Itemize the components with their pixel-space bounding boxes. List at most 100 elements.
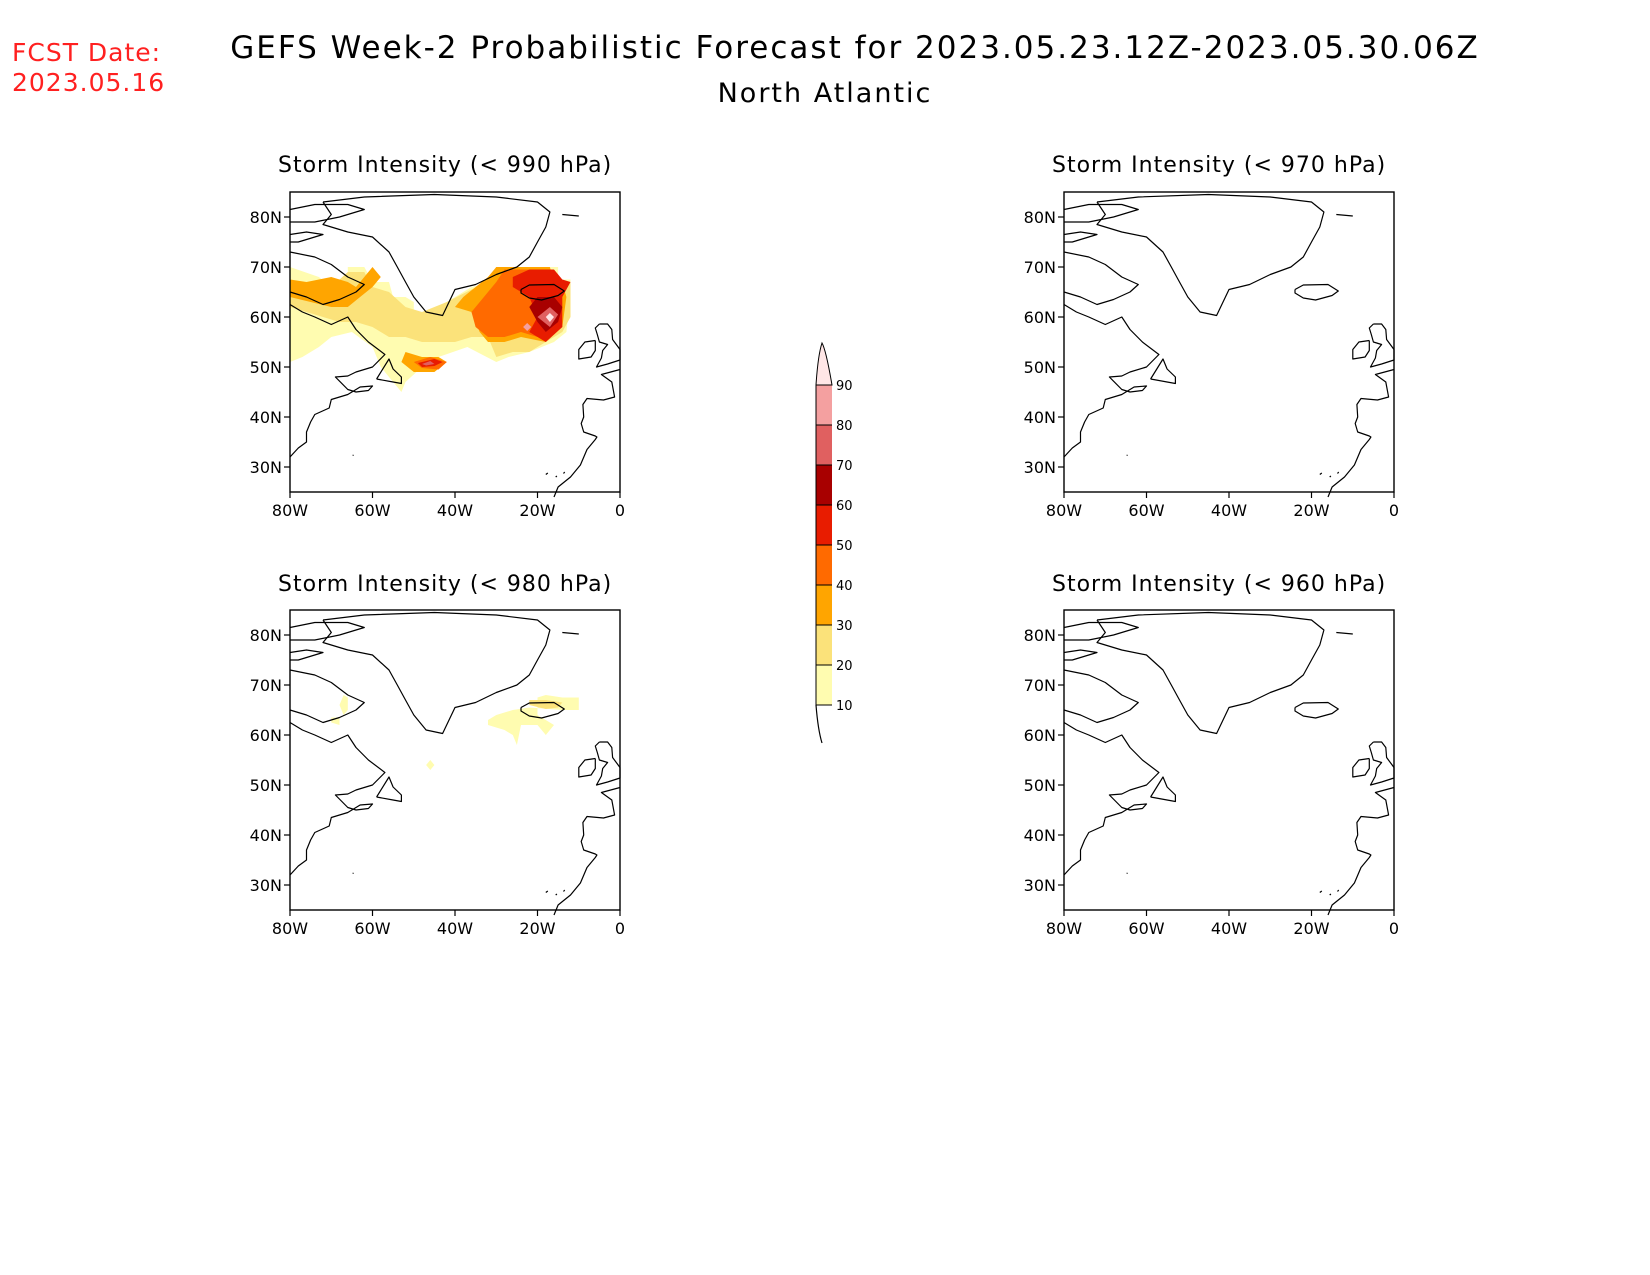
coastline: [289, 721, 386, 876]
lat-tick-label: 60N: [1024, 726, 1056, 745]
coastline: [1063, 303, 1160, 458]
lat-tick-label: 70N: [250, 676, 282, 695]
coastline: [545, 472, 549, 475]
coastline: [1368, 323, 1395, 368]
panel-980-frame: [289, 609, 621, 911]
lat-tick-label: 70N: [1024, 676, 1056, 695]
coastline: [1337, 471, 1340, 474]
colorbar-segment: [816, 425, 832, 465]
colorbar-label: 40: [836, 579, 853, 594]
coastline: [545, 890, 549, 893]
coastline: [289, 303, 386, 458]
panel-title-960: Storm Intensity (< 960 hPa): [1052, 572, 1387, 597]
lat-tick-label: 80N: [250, 626, 282, 645]
lon-tick-label: 80W: [272, 501, 308, 520]
map-panel-970: 80N 70N 60N 50N 40N 30N 80W 60W 40W 20W 0: [1024, 191, 1399, 520]
coastline: [594, 323, 621, 368]
lat-tick-label: 50N: [250, 358, 282, 377]
coastline: [1337, 889, 1340, 892]
panel-980-prob-area: [426, 760, 435, 770]
coastline: [1336, 213, 1353, 217]
coastline: [1329, 893, 1332, 896]
lat-tick-label: 40N: [250, 408, 282, 427]
colorbar-label: 60: [836, 499, 853, 514]
colorbar-segment: [816, 465, 832, 505]
coastline: [1294, 283, 1339, 301]
coastline: [1063, 649, 1098, 661]
coastline: [289, 669, 365, 724]
coastline: [1150, 358, 1176, 385]
lon-tick-label: 40W: [437, 919, 473, 938]
panel-980-shading: [331, 695, 579, 770]
panel-title-970: Storm Intensity (< 970 hPa): [1052, 153, 1387, 178]
colorbar-label: 20: [836, 659, 853, 674]
panel-990-prob-area: [545, 313, 554, 322]
lat-tick-label: 40N: [1024, 408, 1056, 427]
lon-tick-label: 80W: [1046, 919, 1082, 938]
coastline: [322, 611, 551, 735]
lon-tick-label: 20W: [1293, 501, 1329, 520]
lat-tick-label: 30N: [1024, 458, 1056, 477]
coastline: [376, 776, 402, 803]
coastline: [578, 757, 596, 778]
coastline: [1319, 472, 1323, 475]
lat-tick-label: 80N: [1024, 626, 1056, 645]
map-panel-960: 80N 70N 60N 50N 40N 30N 80W 60W 40W 20W 0: [1024, 609, 1399, 938]
coastline: [562, 631, 579, 635]
colorbar-segment: [816, 505, 832, 545]
coastline: [289, 203, 365, 223]
coastline: [1327, 368, 1395, 498]
page-title: GEFS Week-2 Probabilistic Forecast for 2…: [230, 30, 1480, 66]
coastline: [1368, 741, 1395, 786]
lon-tick-label: 40W: [1211, 919, 1247, 938]
coastline: [594, 741, 621, 786]
lat-tick-label: 50N: [250, 776, 282, 795]
colorbar-segment: [815, 341, 833, 386]
colorbar-segment: [816, 385, 832, 425]
panel-970-coastlines: [1063, 193, 1395, 498]
lon-tick-label: 40W: [1211, 501, 1247, 520]
colorbar-label: 10: [836, 699, 853, 714]
panel-980-coastlines: [289, 611, 621, 916]
coastline: [1096, 611, 1325, 735]
coastline: [553, 786, 621, 916]
lat-tick-label: 50N: [1024, 358, 1056, 377]
panel-title-980: Storm Intensity (< 980 hPa): [278, 572, 613, 597]
coastline: [553, 368, 621, 498]
panel-980-prob-area: [339, 695, 348, 715]
forecast-date-block: FCST Date: 2023.05.16: [12, 38, 165, 98]
coastline: [289, 231, 324, 243]
coastline: [1096, 193, 1325, 317]
lat-tick-label: 70N: [250, 258, 282, 277]
coastline: [562, 213, 579, 217]
colorbar-label: 70: [836, 459, 853, 474]
lon-tick-label: 60W: [354, 501, 390, 520]
lon-tick-label: 0: [1389, 501, 1399, 520]
colorbar-label: 50: [836, 539, 853, 554]
lon-tick-label: 0: [1389, 919, 1399, 938]
coastline: [289, 251, 365, 306]
coastline: [520, 701, 565, 719]
lon-tick-label: 80W: [1046, 501, 1082, 520]
lat-tick-label: 30N: [1024, 876, 1056, 895]
coastline: [1063, 669, 1139, 724]
lat-tick-label: 60N: [1024, 308, 1056, 327]
coastline: [1063, 621, 1139, 641]
lat-tick-label: 80N: [1024, 208, 1056, 227]
colorbar-segment: [816, 665, 832, 705]
lat-tick-label: 40N: [250, 826, 282, 845]
panel-990-prob-area: [422, 361, 435, 366]
lon-tick-label: 20W: [519, 501, 555, 520]
lat-tick-label: 40N: [1024, 826, 1056, 845]
coastline: [352, 872, 354, 875]
coastline: [352, 454, 354, 457]
coastline: [520, 283, 565, 301]
colorbar-lower-tail: [815, 704, 823, 744]
coastline: [1327, 786, 1395, 916]
lon-tick-label: 0: [615, 919, 625, 938]
coastline: [1294, 701, 1339, 719]
coastline: [555, 475, 558, 478]
panel-970-frame: [1063, 191, 1395, 493]
panel-960-coastlines: [1063, 611, 1395, 916]
coastline: [555, 893, 558, 896]
